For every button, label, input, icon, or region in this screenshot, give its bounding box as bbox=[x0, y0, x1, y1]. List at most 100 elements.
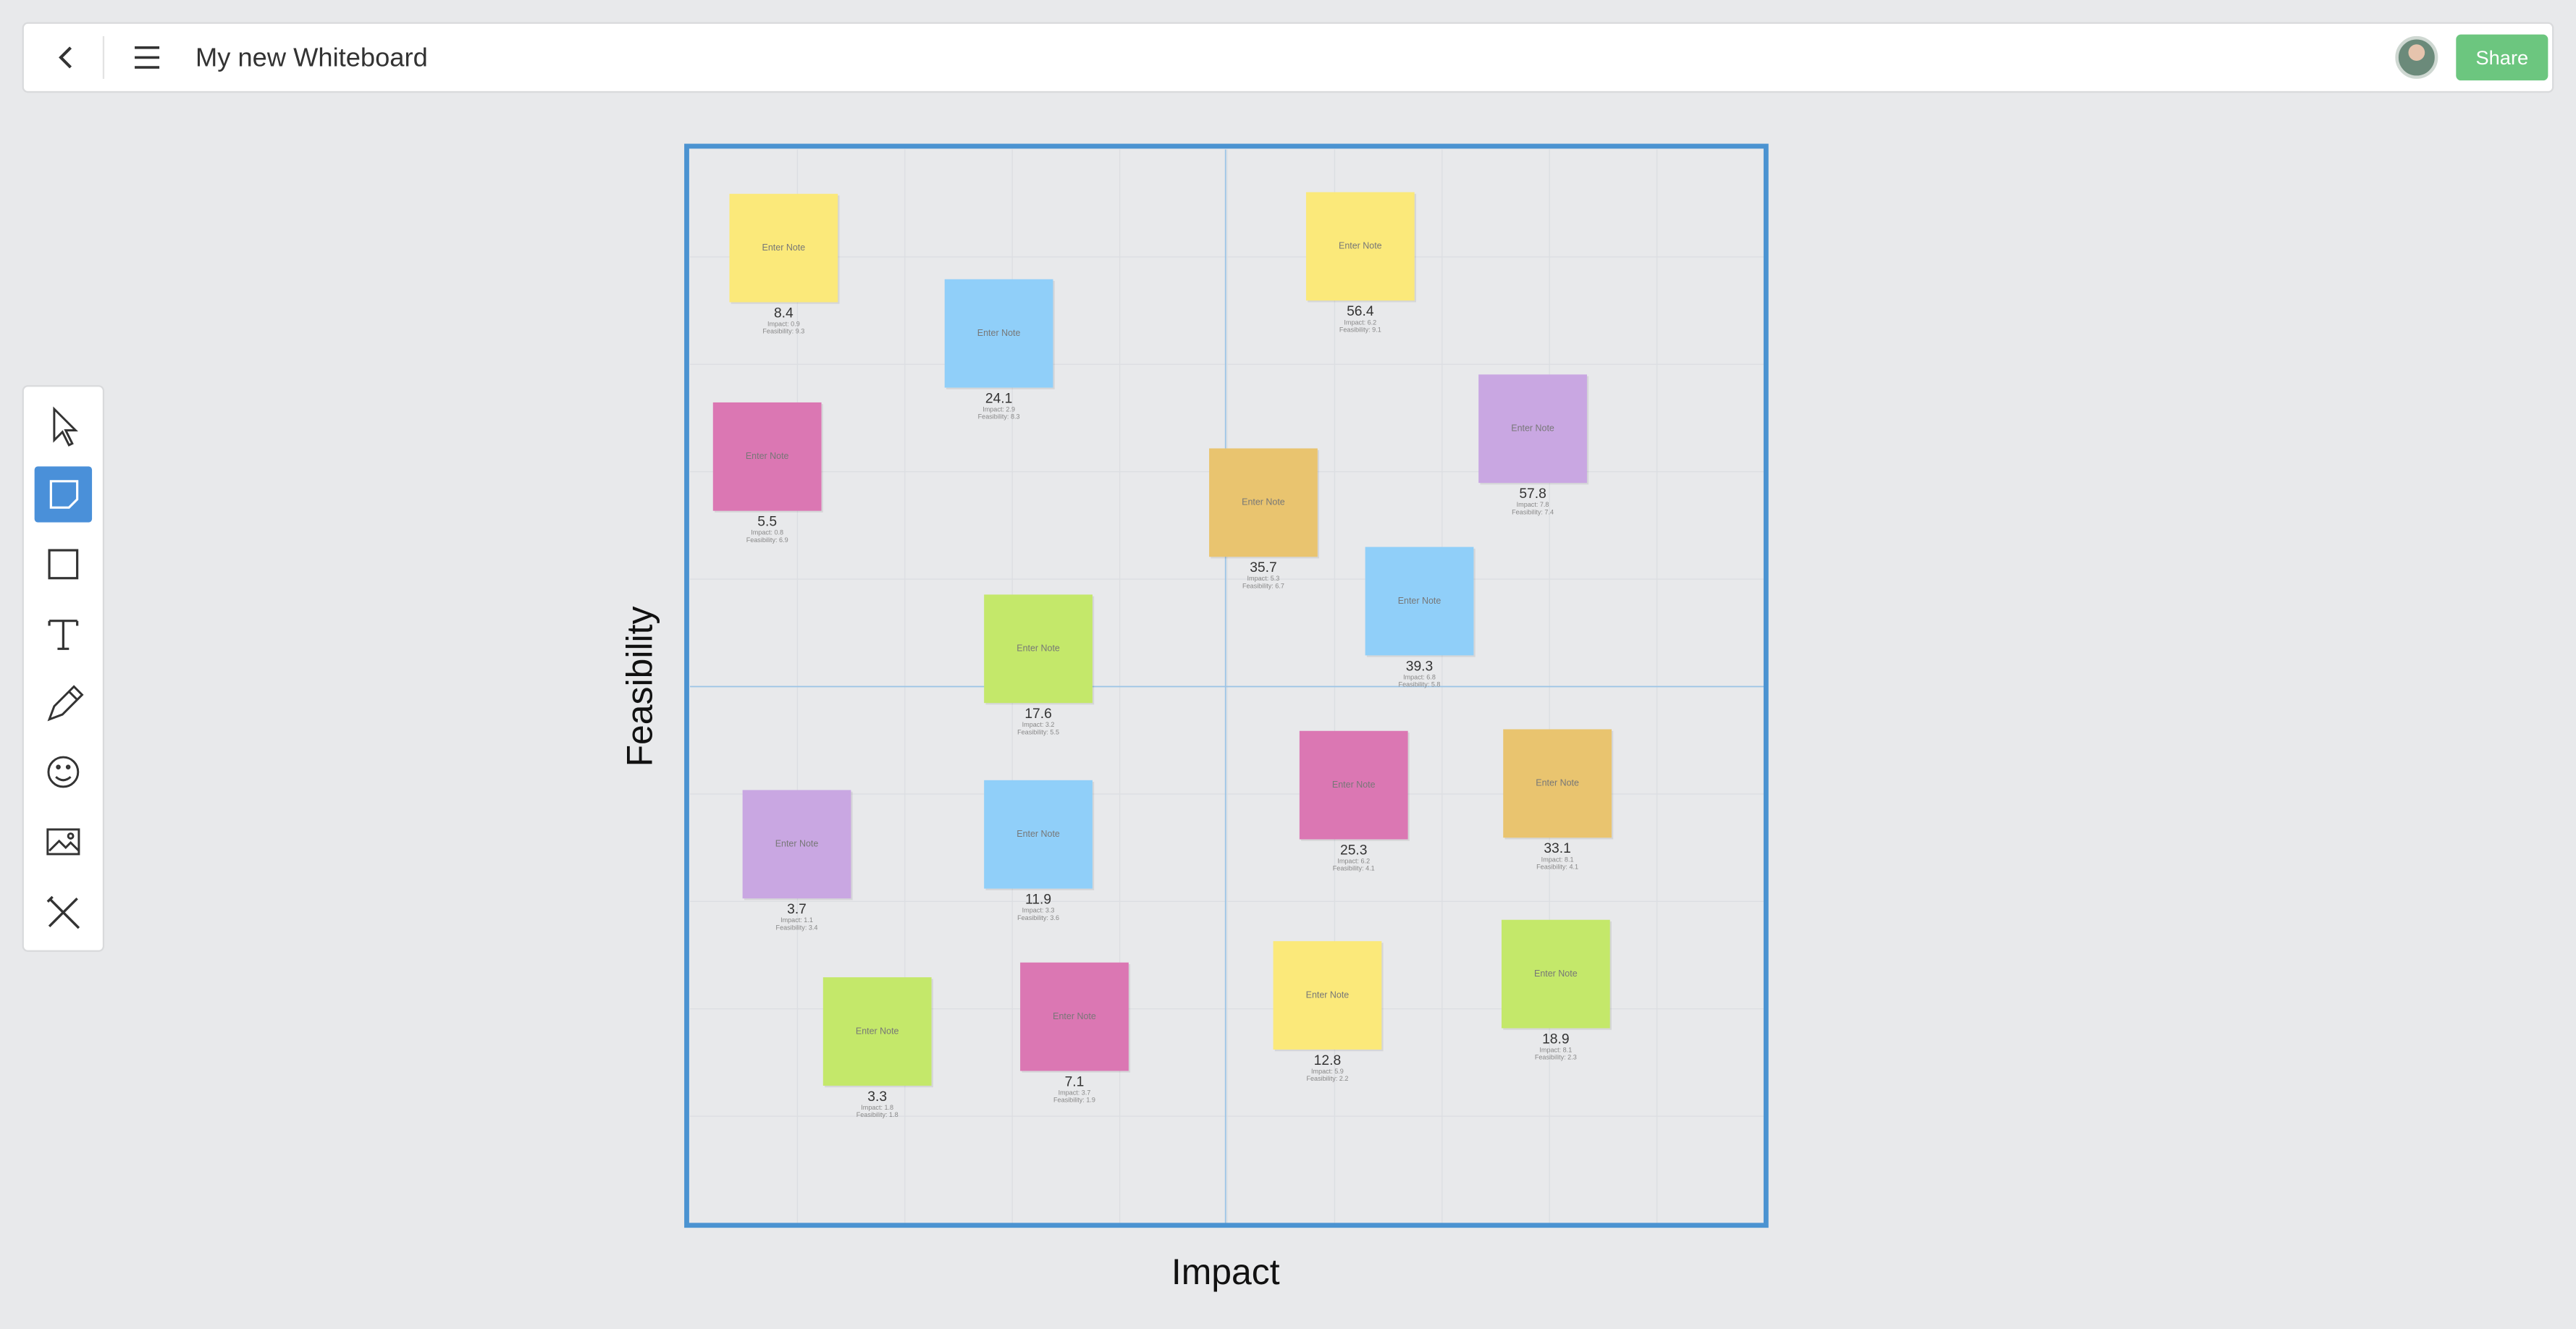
note-score: 3.7 bbox=[787, 902, 807, 917]
x-axis-label: Impact bbox=[1171, 1252, 1280, 1292]
note-body[interactable] bbox=[1503, 729, 1612, 838]
share-label[interactable]: Share bbox=[2476, 46, 2529, 69]
emoji-tool[interactable] bbox=[47, 756, 80, 788]
top-bar bbox=[22, 22, 2554, 93]
note-text[interactable]: Enter Note bbox=[1511, 423, 1554, 434]
note-impact: Impact: 6.2 bbox=[1337, 858, 1370, 865]
note-score: 35.7 bbox=[1250, 560, 1277, 575]
note-text[interactable]: Enter Note bbox=[1398, 596, 1441, 606]
note-text[interactable]: Enter Note bbox=[1016, 644, 1060, 654]
text-tool[interactable] bbox=[48, 620, 79, 650]
note-body[interactable] bbox=[729, 193, 838, 303]
note-body[interactable] bbox=[944, 279, 1053, 388]
note-text[interactable]: Enter Note bbox=[746, 451, 789, 461]
note-feasibility: Feasibility: 8.3 bbox=[978, 413, 1020, 421]
note-body[interactable] bbox=[1501, 919, 1610, 1029]
note-text[interactable]: Enter Note bbox=[1536, 778, 1579, 788]
note-impact: Impact: 8.1 bbox=[1541, 856, 1574, 863]
note-score: 3.3 bbox=[867, 1089, 887, 1105]
note-score: 7.1 bbox=[1065, 1074, 1085, 1089]
note-impact: Impact: 1.1 bbox=[780, 916, 813, 924]
image-tool[interactable] bbox=[46, 828, 80, 856]
note-score: 25.3 bbox=[1340, 843, 1368, 858]
note-text[interactable]: Enter Note bbox=[1332, 780, 1376, 790]
note-text[interactable]: Enter Note bbox=[1242, 497, 1285, 507]
note-text[interactable]: Enter Note bbox=[1053, 1011, 1096, 1021]
note-impact: Impact: 5.3 bbox=[1247, 575, 1280, 582]
avatar-face bbox=[2408, 44, 2425, 61]
note-feasibility: Feasibility: 9.3 bbox=[762, 328, 804, 335]
note-body[interactable] bbox=[712, 402, 822, 511]
note-text[interactable]: Enter Note bbox=[1339, 241, 1382, 251]
note-body[interactable] bbox=[984, 780, 1093, 889]
note-feasibility: Feasibility: 4.1 bbox=[1536, 863, 1578, 870]
note-impact: Impact: 6.8 bbox=[1403, 673, 1436, 680]
note-text[interactable]: Enter Note bbox=[1534, 969, 1578, 979]
note-score: 5.5 bbox=[757, 515, 777, 530]
note-feasibility: Feasibility: 3.4 bbox=[776, 924, 818, 931]
note-impact: Impact: 3.2 bbox=[1022, 721, 1055, 728]
shape-tool[interactable] bbox=[48, 549, 79, 580]
note-body[interactable] bbox=[822, 977, 932, 1086]
note-score: 17.6 bbox=[1024, 706, 1052, 722]
note-body[interactable] bbox=[1273, 941, 1382, 1050]
note-text[interactable]: Enter Note bbox=[1016, 829, 1060, 839]
share-button[interactable] bbox=[2456, 34, 2548, 81]
menu-button[interactable] bbox=[135, 46, 160, 69]
note-impact: Impact: 6.2 bbox=[1344, 318, 1376, 326]
note-feasibility: Feasibility: 5.5 bbox=[1017, 728, 1059, 735]
note-feasibility: Feasibility: 1.9 bbox=[1053, 1097, 1095, 1104]
note-impact: Impact: 1.8 bbox=[861, 1104, 893, 1111]
board-title[interactable]: My new Whiteboard bbox=[195, 42, 428, 72]
note-body[interactable] bbox=[1365, 547, 1474, 656]
note-text[interactable]: Enter Note bbox=[775, 839, 819, 849]
note-body[interactable] bbox=[1305, 192, 1415, 301]
note-score: 33.1 bbox=[1544, 841, 1571, 856]
tools-tool[interactable] bbox=[46, 895, 80, 929]
note-feasibility: Feasibility: 4.1 bbox=[1333, 865, 1375, 872]
note-body[interactable] bbox=[984, 594, 1093, 704]
pen-tool[interactable] bbox=[47, 685, 84, 722]
select-tool[interactable] bbox=[53, 406, 78, 447]
note-text[interactable]: Enter Note bbox=[1306, 990, 1350, 1000]
note-score: 18.9 bbox=[1542, 1031, 1570, 1047]
note-text[interactable]: Enter Note bbox=[977, 328, 1021, 338]
note-text[interactable]: Enter Note bbox=[856, 1026, 899, 1036]
toolbar bbox=[22, 385, 105, 952]
note-body[interactable] bbox=[742, 790, 851, 899]
note-score: 24.1 bbox=[985, 391, 1013, 406]
note-body[interactable] bbox=[1209, 448, 1318, 557]
note-body[interactable] bbox=[1020, 962, 1129, 1071]
note-impact: Impact: 8.1 bbox=[1539, 1046, 1572, 1053]
note-body[interactable] bbox=[1478, 374, 1587, 484]
note-feasibility: Feasibility: 2.2 bbox=[1306, 1075, 1348, 1082]
note-feasibility: Feasibility: 1.8 bbox=[856, 1111, 898, 1118]
note-body[interactable] bbox=[1299, 730, 1408, 840]
back-button[interactable] bbox=[59, 46, 72, 69]
board-frame bbox=[684, 143, 1769, 1228]
note-feasibility: Feasibility: 6.9 bbox=[746, 536, 788, 544]
note-impact: Impact: 2.9 bbox=[982, 406, 1015, 413]
note-text[interactable]: Enter Note bbox=[762, 242, 806, 253]
note-tool-active[interactable] bbox=[34, 466, 93, 523]
note-score: 39.3 bbox=[1406, 659, 1434, 674]
